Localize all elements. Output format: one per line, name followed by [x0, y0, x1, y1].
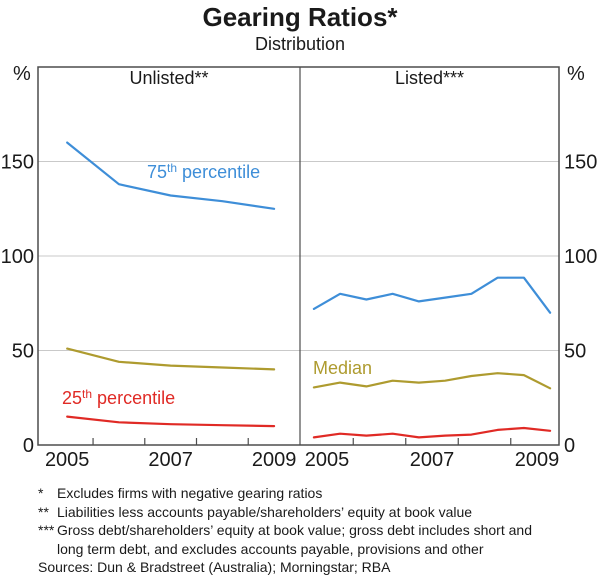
line-25th-percentile-listed [312, 426, 552, 439]
footnote-marker: *** [38, 522, 55, 539]
series-label-number: 75 [147, 162, 168, 182]
y-axis-label-left: 50 [12, 341, 34, 363]
series-label-25th-percentile: 25th percentile [62, 386, 175, 409]
y-axis-label-right: 0 [564, 435, 575, 457]
y-axis-label-right: 100 [564, 246, 597, 268]
series-label-rest: percentile [177, 162, 261, 182]
x-axis-label: 2009 [515, 449, 560, 471]
series-label-ordinal: th [82, 387, 93, 401]
x-axis-label: 2009 [252, 449, 297, 471]
sources-line: Sources: Dun & Bradstreet (Australia); M… [38, 559, 391, 576]
footnotes-block: * Excludes firms with negative gearing ra… [38, 484, 590, 576]
y-axis-unit-left: % [13, 63, 31, 85]
footnote-text: Gross debt/shareholders’ equity at book … [57, 522, 532, 557]
y-axis-unit-right: % [567, 63, 585, 85]
chart-subtitle: Distribution [254, 34, 346, 54]
y-axis-label-left: 100 [1, 246, 34, 268]
series-label-median: Median [313, 358, 373, 378]
footnote-row: ** Liabilities less accounts payable/shar… [38, 503, 590, 522]
line-75th-percentile-listed [312, 276, 552, 314]
series-label-number: 25 [62, 388, 83, 408]
line-25th-percentile-unlisted [66, 415, 276, 428]
y-axis-label-right: 150 [564, 152, 597, 174]
chart-title: Gearing Ratios* [202, 2, 398, 32]
y-axis-label-left: 150 [1, 152, 34, 174]
footnote-marker: ** [38, 503, 49, 520]
y-axis-label-left: 0 [23, 435, 34, 457]
line-median-listed [312, 372, 552, 390]
y-axis-label-right: 50 [564, 341, 586, 363]
x-axis-label: 2005 [305, 449, 350, 471]
series-label-75th-percentile: 75th percentile [147, 160, 260, 183]
footnote-text: Liabilities less accounts payable/shareh… [57, 503, 473, 520]
plot-frame [37, 66, 560, 446]
panel-label-unlisted: Unlisted** [129, 68, 209, 88]
footnote-row: * Excludes firms with negative gearing ra… [38, 484, 590, 503]
line-75th-percentile-unlisted [66, 141, 276, 210]
footnote-marker: * [38, 485, 44, 501]
panel-label-listed: Listed*** [394, 68, 465, 88]
x-axis-label: 2005 [45, 449, 90, 471]
footnote-row: *** Gross debt/shareholders’ equity at bo… [38, 521, 590, 558]
series-label-rest: percentile [92, 388, 176, 408]
footnote-text: Excludes firms with negative gearing rat… [57, 485, 323, 501]
x-axis-label: 2007 [410, 449, 455, 471]
x-axis-label: 2007 [148, 449, 193, 471]
line-median-unlisted [66, 347, 276, 371]
series-label-ordinal: th [167, 161, 178, 175]
